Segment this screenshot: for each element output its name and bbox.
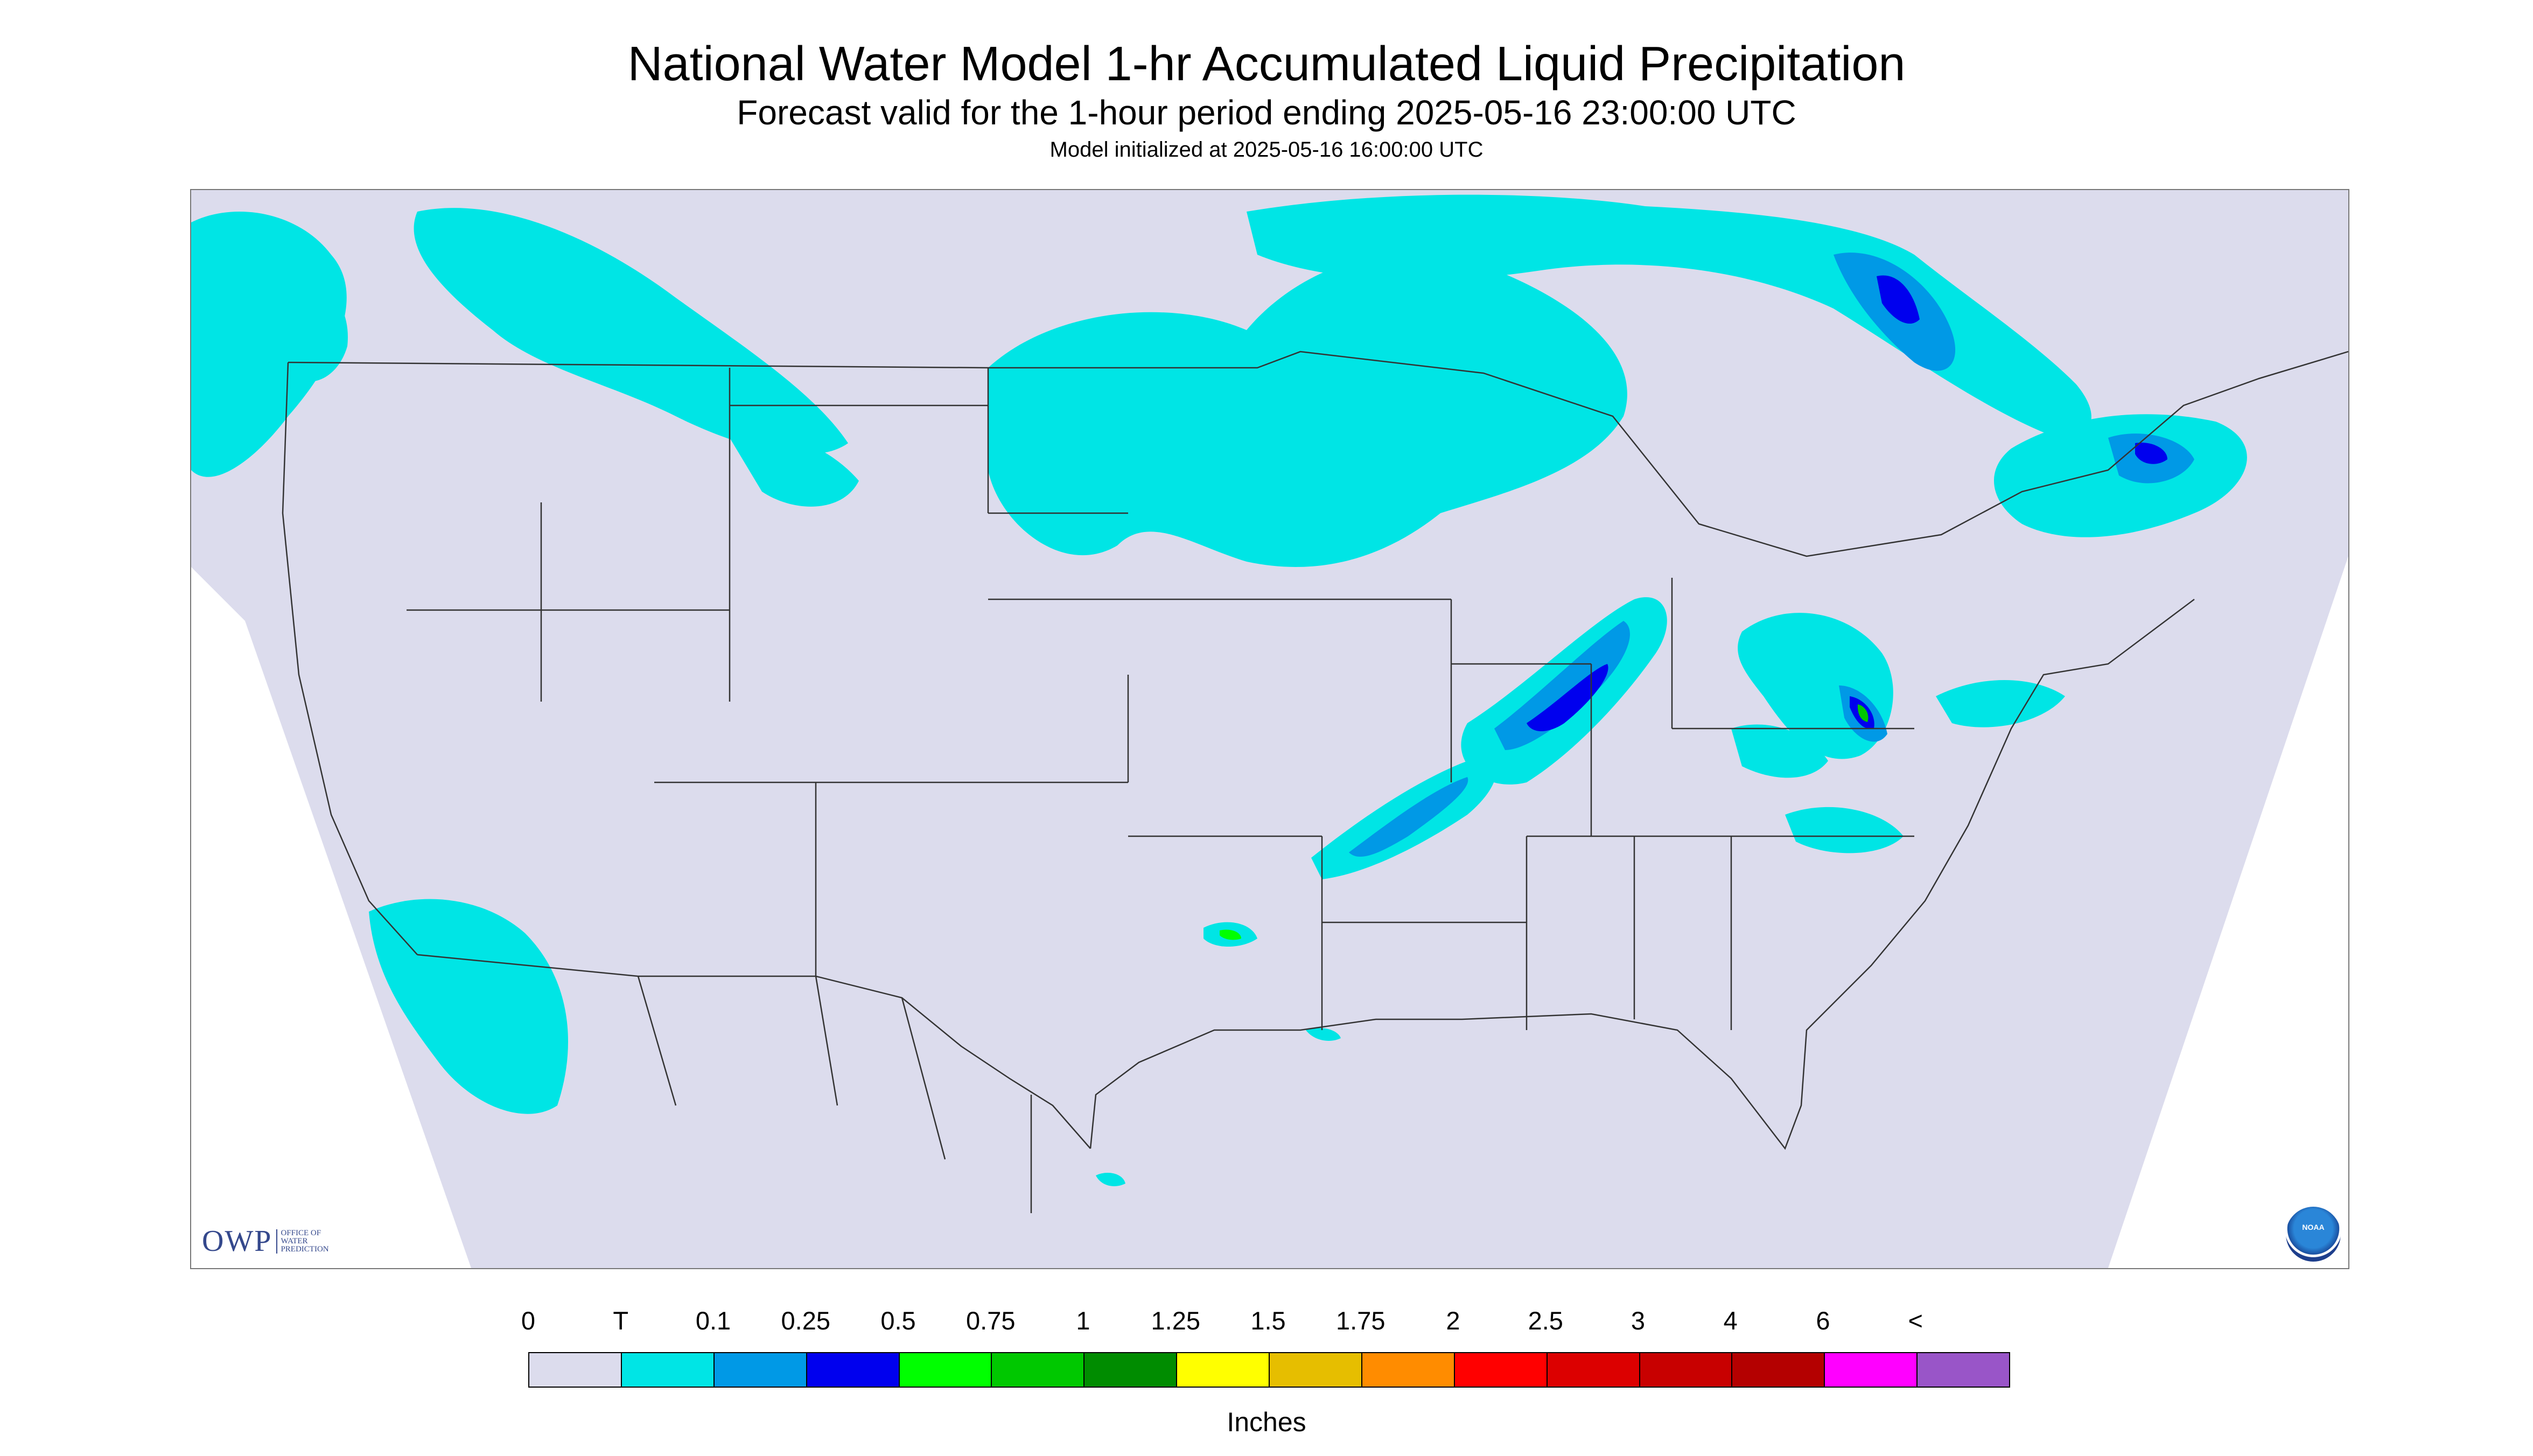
legend-swatch-5 bbox=[992, 1353, 1085, 1387]
state-lines-north bbox=[407, 368, 1914, 836]
owp-logo-text: OWP bbox=[202, 1224, 272, 1258]
noaa-logo-text: NOAA bbox=[2302, 1223, 2325, 1231]
map-subtitle: Forecast valid for the 1-hour period end… bbox=[737, 93, 1796, 132]
legend-label-3: 0.25 bbox=[781, 1306, 830, 1335]
legend-swatch-12 bbox=[1640, 1353, 1733, 1387]
legend-label-4: 0.5 bbox=[880, 1306, 916, 1335]
precip-layer bbox=[191, 194, 2247, 1186]
map-canvas bbox=[191, 190, 2348, 1268]
state-lines-south bbox=[815, 782, 1914, 1030]
noaa-logo: NOAA bbox=[2286, 1207, 2341, 1262]
mexico-states bbox=[637, 976, 1032, 1213]
precip-trace-carolinas bbox=[1785, 807, 1904, 853]
precip-trace-mexico bbox=[1096, 1173, 1125, 1186]
us-gulf-coast bbox=[1089, 599, 2195, 1150]
legend-swatch-13 bbox=[1732, 1353, 1825, 1387]
legend-swatch-15 bbox=[1918, 1353, 2009, 1387]
legend-label-7: 1.25 bbox=[1151, 1306, 1200, 1335]
precip-light-oklahoma bbox=[1220, 929, 1241, 940]
precip-trace-gulf-coast bbox=[1306, 1027, 1341, 1041]
legend-swatch-10 bbox=[1454, 1353, 1548, 1387]
legend-swatch-9 bbox=[1362, 1353, 1455, 1387]
precip-trace-appalachians bbox=[1731, 724, 1828, 778]
legend-swatch-4 bbox=[899, 1353, 992, 1387]
legend-label-5: 0.75 bbox=[966, 1306, 1016, 1335]
legend-label-13: 4 bbox=[1723, 1306, 1738, 1335]
precip-trace-baja bbox=[369, 899, 568, 1114]
legend-label-1: T bbox=[613, 1306, 629, 1335]
precip-trace-pacific-nw-2 bbox=[277, 280, 348, 382]
legend-swatch-11 bbox=[1547, 1353, 1640, 1387]
legend-labels: 0 T 0.1 0.25 0.5 0.75 1 1.25 1.5 1.75 2 2.5 3 4 6 < bbox=[0, 1306, 2533, 1338]
precip-trace-quebec bbox=[1247, 194, 2091, 437]
us-mexico-border bbox=[417, 954, 1091, 1149]
legend-colorbar bbox=[528, 1352, 2010, 1388]
us-canada-border bbox=[288, 351, 2348, 557]
precip-moderate-quebec bbox=[1877, 275, 1920, 324]
model-domain bbox=[191, 190, 2348, 1268]
legend-label-15: < bbox=[1908, 1306, 1923, 1335]
precip-heavy-mid-atlantic bbox=[1857, 704, 1869, 722]
legend-swatch-14 bbox=[1825, 1353, 1918, 1387]
precip-light-mid-south bbox=[1349, 777, 1468, 857]
legend-label-12: 3 bbox=[1631, 1306, 1646, 1335]
legend-swatch-3 bbox=[807, 1353, 900, 1387]
legend-swatch-6 bbox=[1084, 1353, 1178, 1387]
legend-swatch-8 bbox=[1270, 1353, 1362, 1387]
legend-swatch-2 bbox=[714, 1353, 807, 1387]
legend-label-10: 2 bbox=[1446, 1306, 1460, 1335]
legend-label-8: 1.5 bbox=[1250, 1306, 1286, 1335]
legend-label-2: 0.1 bbox=[695, 1306, 731, 1335]
political-boundaries bbox=[282, 351, 2348, 1213]
precip-trace-pacific-nw bbox=[191, 212, 347, 477]
legend-unit-label: Inches bbox=[1227, 1407, 1306, 1437]
model-init-text: Model initialized at 2025-05-16 16:00:00… bbox=[1049, 138, 1484, 162]
legend-label-14: 6 bbox=[1816, 1306, 1830, 1335]
precip-trace-upper-midwest bbox=[988, 253, 1627, 567]
precip-light-ohio-valley bbox=[1494, 621, 1630, 750]
legend-swatch-7 bbox=[1177, 1353, 1270, 1387]
legend-label-9: 1.75 bbox=[1336, 1306, 1386, 1335]
map-title: National Water Model 1-hr Accumulated Li… bbox=[627, 37, 1906, 91]
legend-label-11: 2.5 bbox=[1528, 1306, 1563, 1335]
owp-logo: OWP OFFICE OF WATER PREDICTION bbox=[202, 1224, 329, 1258]
precipitation-map: OWP OFFICE OF WATER PREDICTION NOAA bbox=[190, 189, 2349, 1269]
legend-label-0: 0 bbox=[521, 1306, 536, 1335]
legend-label-6: 1 bbox=[1076, 1306, 1090, 1335]
us-west-coast bbox=[282, 362, 418, 955]
legend-swatch-1 bbox=[621, 1353, 715, 1387]
precip-moderate-ohio-valley bbox=[1527, 664, 1608, 731]
owp-logo-subtext: OFFICE OF WATER PREDICTION bbox=[276, 1229, 329, 1254]
precip-trace-northern-rockies bbox=[414, 208, 848, 454]
precip-trace-montana-2 bbox=[730, 432, 859, 507]
legend-swatch-0 bbox=[529, 1353, 622, 1387]
precip-moderate-new-england bbox=[2135, 443, 2167, 464]
